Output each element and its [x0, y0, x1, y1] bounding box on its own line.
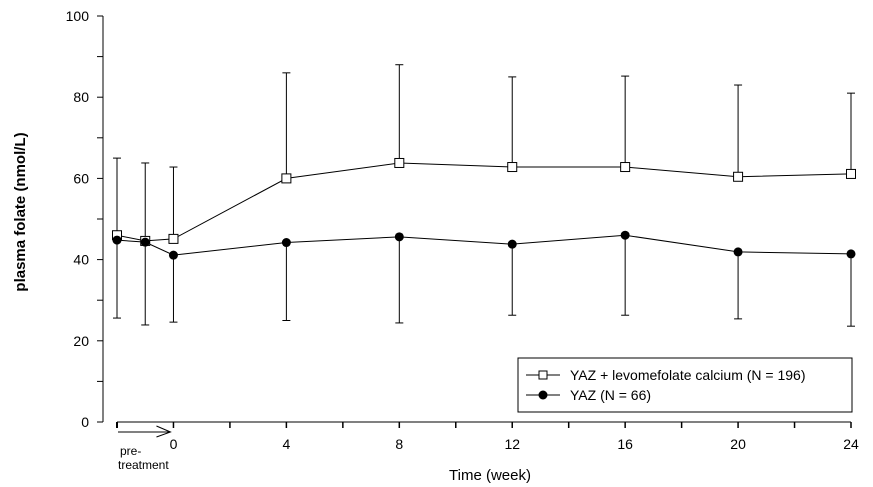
y-tick-label: 20: [73, 333, 89, 349]
data-point-circle: [281, 238, 291, 248]
legend-label-series-2: YAZ (N = 66): [570, 387, 651, 403]
legend-label-series-1: YAZ + levomefolate calcium (N = 196): [570, 367, 806, 383]
series-1: [113, 64, 855, 242]
data-point-square: [394, 157, 405, 168]
data-point-square: [168, 233, 179, 244]
data-point-circle: [620, 230, 630, 240]
data-point-square: [620, 162, 631, 173]
series-layer: [112, 64, 856, 327]
legend-filled-circle-icon: [538, 390, 548, 400]
x-tick-label: 8: [395, 436, 403, 452]
data-point-circle: [168, 250, 178, 260]
x-tick-label: 4: [282, 436, 290, 452]
y-axis-title: plasma folate (nmol/L): [12, 132, 29, 291]
legend-open-square-icon: [538, 370, 548, 380]
pre-treatment-annotation: pre-treatment: [118, 425, 172, 472]
series-1-markers: [112, 157, 856, 246]
data-point-circle: [394, 232, 404, 242]
x-tick-label: 20: [730, 436, 746, 452]
x-axis-title: Time (week): [449, 467, 531, 484]
y-tick-label: 0: [81, 414, 89, 430]
x-tick-label: 16: [617, 436, 633, 452]
x-tick-label: 12: [504, 436, 520, 452]
data-point-square: [507, 162, 518, 173]
data-point-circle: [733, 247, 743, 257]
series-2-markers: [112, 230, 856, 260]
legend: YAZ + levomefolate calcium (N = 196) YAZ…: [517, 357, 853, 413]
y-tick-label: 100: [66, 8, 90, 24]
legend-box: [517, 357, 853, 413]
y-tick-label: 40: [73, 252, 89, 268]
y-axis: 0 20 40 60 80 100: [66, 8, 104, 430]
y-tick-label: 60: [73, 170, 89, 186]
x-tick-label: 0: [170, 436, 178, 452]
data-point-circle: [846, 249, 856, 259]
data-point-square: [733, 171, 744, 182]
y-tick-label: 80: [73, 89, 89, 105]
legend-entry-series-2: YAZ (N = 66): [526, 387, 651, 403]
data-point-square: [281, 173, 292, 184]
annotation-line-1: pre-: [120, 444, 141, 458]
series-2: [113, 234, 855, 327]
arrow-head-icon: [156, 425, 172, 438]
data-point-square: [846, 168, 856, 179]
data-point-circle: [507, 239, 517, 249]
data-point-circle: [140, 237, 150, 247]
legend-entry-series-1: YAZ + levomefolate calcium (N = 196): [526, 367, 806, 383]
annotation-line-2: treatment: [118, 458, 169, 472]
x-tick-label: 24: [843, 436, 859, 452]
x-axis: 0 4 8 12 16 20 24: [116, 421, 859, 452]
data-point-circle: [112, 235, 122, 245]
